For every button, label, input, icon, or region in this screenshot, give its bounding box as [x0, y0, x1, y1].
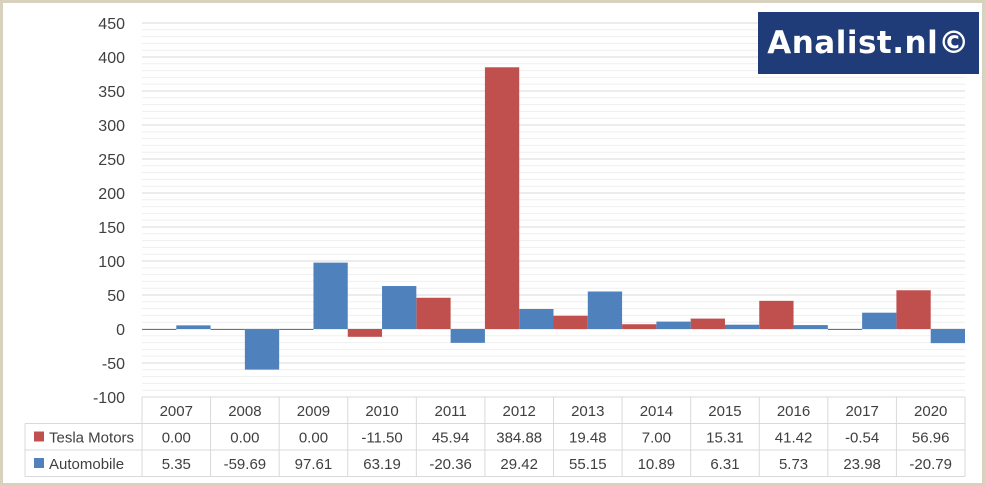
- bar-chart: 450 400 350 300 250 200 150 100 50 0 -50 -100 2007 20…: [24, 16, 966, 477]
- y-tick-label: 350: [98, 84, 125, 101]
- automobile-value-label: 97.61: [295, 456, 333, 473]
- automobile-bar: [793, 325, 828, 329]
- legend-series-name: Tesla Motors: [49, 430, 134, 447]
- x-category-label: 2008: [228, 403, 261, 420]
- automobile-bar: [587, 291, 623, 329]
- tesla-value-label: 15.31: [706, 430, 744, 447]
- x-category-label: 2010: [365, 403, 398, 420]
- analist-watermark-logo: Analist.nl©: [758, 12, 979, 74]
- x-category-label: 2020: [914, 403, 947, 420]
- automobile-value-label: -59.69: [224, 456, 267, 473]
- tesla-bar: [279, 329, 314, 330]
- y-tick-label: 300: [98, 118, 125, 135]
- tesla-value-label: -0.54: [845, 430, 879, 447]
- automobile-value-label: 5.35: [162, 456, 191, 473]
- y-tick-label: 400: [98, 50, 125, 67]
- y-tick-label: 250: [98, 152, 125, 169]
- automobile-value-label: -20.36: [429, 456, 472, 473]
- tesla-bar: [759, 300, 794, 329]
- automobile-value-label: 63.19: [363, 456, 401, 473]
- y-tick-label: 50: [107, 288, 125, 305]
- tesla-bar: [553, 315, 588, 329]
- tesla-bar: [690, 318, 725, 329]
- tesla-bar: [827, 329, 863, 330]
- x-category-label: 2007: [160, 403, 193, 420]
- tesla-value-label: 7.00: [642, 430, 671, 447]
- tesla-legend-key: [34, 431, 44, 442]
- tesla-bar: [484, 67, 520, 329]
- y-tick-label: -50: [102, 356, 125, 373]
- automobile-value-label: 55.15: [569, 456, 607, 473]
- automobile-bar: [724, 324, 760, 329]
- y-tick-label: -100: [93, 390, 125, 407]
- x-category-label: 2014: [640, 403, 673, 420]
- y-tick-label: 100: [98, 254, 125, 271]
- y-tick-label: 150: [98, 220, 125, 237]
- automobile-value-label: 10.89: [638, 456, 676, 473]
- tesla-value-label: 0.00: [230, 430, 259, 447]
- automobile-bar: [862, 312, 897, 329]
- y-tick-label: 0: [116, 322, 125, 339]
- automobile-bar: [313, 262, 348, 329]
- tesla-value-label: 45.94: [432, 430, 470, 447]
- x-category-label: 2017: [845, 403, 878, 420]
- x-category-label: 2013: [571, 403, 604, 420]
- automobile-value-label: -20.79: [909, 456, 952, 473]
- tesla-value-label: 384.88: [496, 430, 542, 447]
- automobile-value-label: 23.98: [843, 456, 881, 473]
- automobile-value-label: 5.73: [779, 456, 808, 473]
- automobile-bar: [176, 325, 211, 329]
- tesla-value-label: 41.42: [775, 430, 813, 447]
- x-category-label: 2009: [297, 403, 330, 420]
- x-category-label: 2011: [434, 403, 466, 420]
- y-tick-label: 450: [98, 16, 125, 33]
- tesla-bar: [622, 324, 657, 329]
- tesla-value-label: 0.00: [299, 430, 328, 447]
- automobile-value-label: 6.31: [710, 456, 739, 473]
- legend-series-name: Automobile: [49, 456, 124, 473]
- x-category-label: 2015: [708, 403, 741, 420]
- y-tick-label: 200: [98, 186, 125, 203]
- tesla-bar: [210, 329, 245, 330]
- tesla-bar: [896, 290, 931, 329]
- automobile-bar: [450, 329, 485, 343]
- tesla-value-label: 56.96: [912, 430, 950, 447]
- x-category-label: 2016: [777, 403, 810, 420]
- automobile-value-label: 29.42: [500, 456, 538, 473]
- tesla-bar: [416, 297, 451, 329]
- tesla-value-label: -11.50: [361, 430, 402, 447]
- automobile-bar: [382, 286, 417, 329]
- automobile-bar: [244, 329, 280, 370]
- tesla-value-label: 19.48: [569, 430, 607, 447]
- tesla-bar: [142, 329, 177, 330]
- tesla-value-label: 0.00: [162, 430, 191, 447]
- automobile-bar: [930, 329, 965, 344]
- tesla-bar: [347, 329, 383, 337]
- automobile-bar: [656, 321, 691, 329]
- automobile-bar: [519, 308, 554, 329]
- x-category-label: 2012: [503, 403, 536, 420]
- automobile-legend-key: [34, 458, 44, 468]
